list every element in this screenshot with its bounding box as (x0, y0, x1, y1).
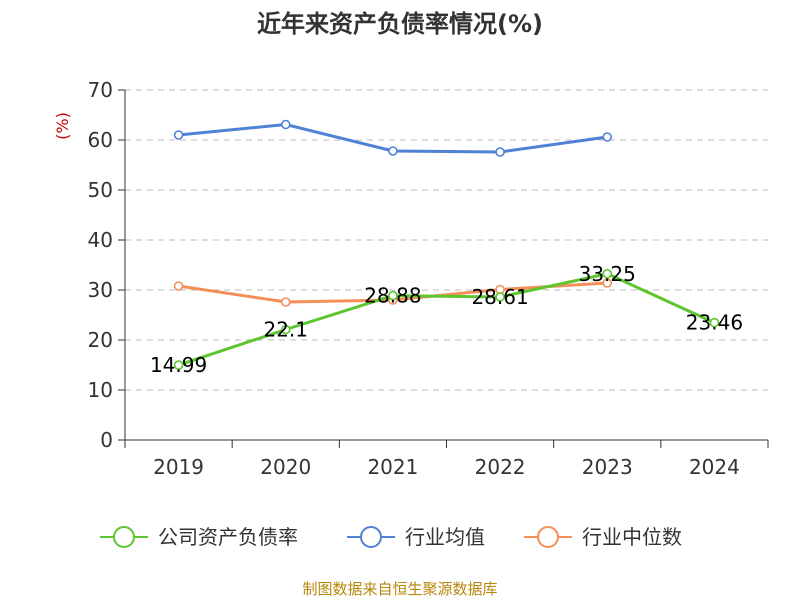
series-lines (173, 119, 720, 370)
legend-swatch-marker (113, 526, 135, 548)
legend-swatch-marker (537, 526, 559, 548)
x-tick-label: 2022 (475, 455, 526, 479)
y-tick-label: 20 (88, 328, 113, 352)
data-point (280, 119, 291, 130)
data-point (388, 290, 398, 301)
y-tick-label: 70 (88, 78, 113, 102)
series-0 (173, 268, 720, 370)
data-label: 33.25 (579, 262, 636, 286)
y-tick-label: 40 (88, 228, 113, 252)
data-point (173, 360, 184, 370)
legend: 公司资产负债率 行业均值 行业中位数 (100, 525, 682, 549)
legend-label: 行业中位数 (582, 525, 682, 549)
axes: 0 10 20 30 40 50 60 70 2019 2020 2021 2022 2023 2024 (88, 78, 769, 479)
legend-swatch-marker (360, 526, 382, 548)
legend-label: 行业均值 (405, 525, 485, 549)
data-point (280, 297, 291, 307)
x-tick-label: 2021 (367, 455, 418, 479)
data-label: 23.46 (686, 311, 743, 335)
y-tick-label: 30 (88, 278, 113, 302)
data-point (388, 146, 398, 156)
y-tick-label: 60 (88, 128, 113, 152)
series-line (177, 272, 716, 367)
x-tick-label: 2023 (582, 455, 633, 479)
source-note: 制图数据来自恒生聚源数据库 (302, 580, 497, 598)
data-point (280, 324, 291, 335)
data-label: 22.1 (263, 318, 308, 342)
legend-label: 公司资产负债率 (158, 525, 298, 549)
y-tick-label: 10 (88, 378, 113, 402)
data-point (602, 132, 613, 142)
data-point (602, 278, 613, 288)
data-point (495, 292, 505, 302)
series-1 (173, 119, 613, 157)
data-label: 14.99 (150, 353, 207, 377)
data-point (602, 268, 613, 279)
x-tick-label: 2024 (689, 455, 740, 479)
y-tick-label: 0 (100, 428, 113, 452)
y-axis-label: (%) (53, 112, 72, 140)
data-point (173, 130, 184, 140)
chart-title: 近年来资产负债率情况(%) (257, 10, 543, 38)
data-point (173, 281, 184, 291)
grid-lines (125, 89, 768, 391)
y-tick-label: 50 (88, 178, 113, 202)
x-tick-label: 2019 (153, 455, 204, 479)
data-point (495, 147, 505, 157)
data-label: 28.61 (471, 285, 528, 309)
data-labels: 14.99 22.1 28.88 28.61 33.25 23.46 (150, 262, 743, 377)
data-point (709, 317, 720, 328)
data-label: 28.88 (364, 284, 421, 308)
x-tick-label: 2020 (260, 455, 311, 479)
